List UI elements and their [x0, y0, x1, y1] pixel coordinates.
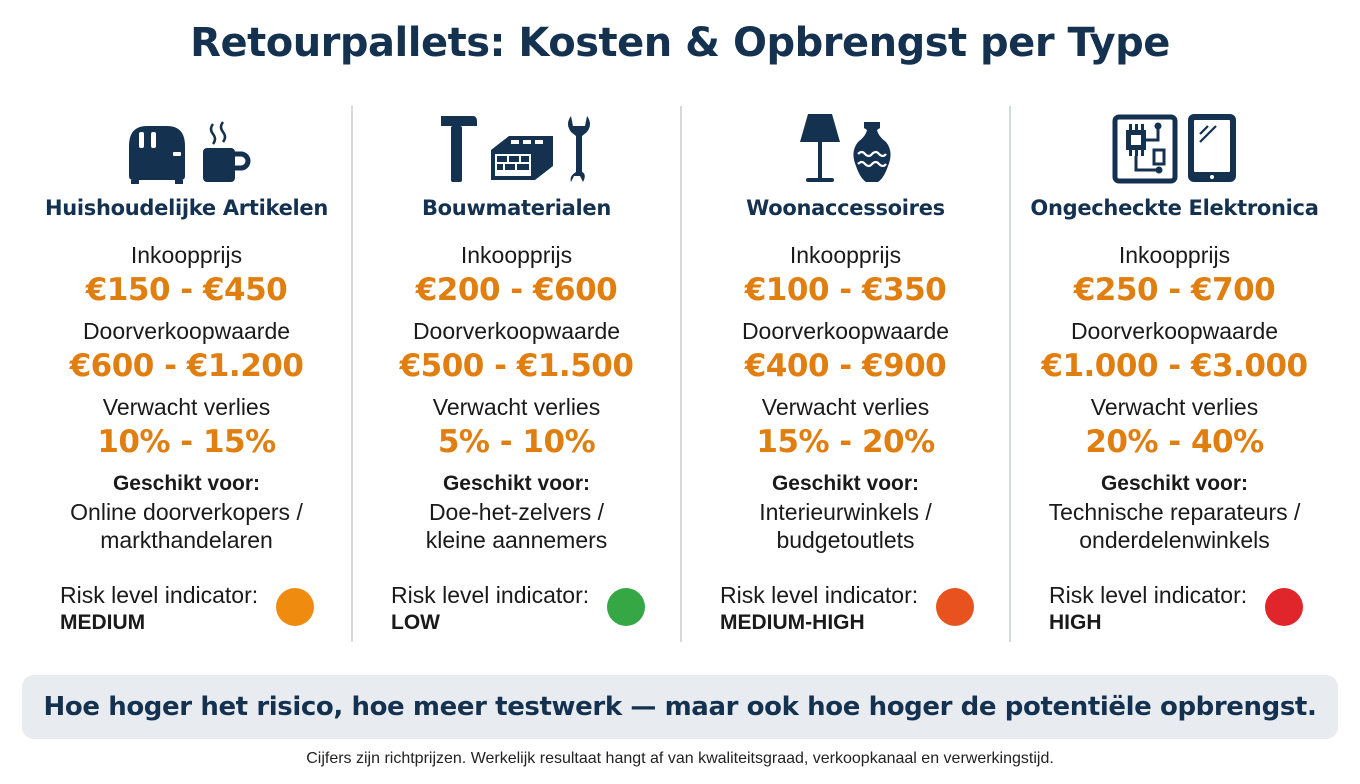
suitable-line-2: onderdelenwinkels	[1079, 527, 1270, 553]
suitable-heading: Geschikt voor:	[112, 472, 261, 495]
purchase-label: Inkoopprijs	[130, 242, 243, 268]
resale-value: €500 - €1.500	[399, 348, 634, 384]
suitable-line-1: Doe-het-zelvers /	[428, 499, 605, 525]
circuit-board-icon	[1112, 114, 1177, 184]
resale-label: Doorverkoopwaarde	[82, 318, 291, 344]
suitable-line-2: budgetoutlets	[776, 527, 915, 553]
suitable-line-1: Online doorverkopers /	[70, 499, 303, 525]
category-title: Woonaccessoires	[746, 196, 945, 220]
loss-label: Verwacht verlies	[432, 394, 601, 420]
risk-indicator-dot	[607, 588, 645, 626]
category-column-electronics: Ongecheckte Elektronica Inkoopprijs €250…	[1009, 106, 1338, 642]
suitable-line-2: kleine aannemers	[425, 527, 608, 553]
risk-indicator-dot	[936, 588, 974, 626]
risk-value: MEDIUM	[60, 611, 146, 634]
suitable-line-1: Interieurwinkels /	[759, 499, 932, 525]
loss-value: 5% - 10%	[437, 424, 596, 460]
page-title: Retourpallets: Kosten & Opbrengst per Ty…	[190, 20, 1170, 66]
risk-value: MEDIUM-HIGH	[720, 611, 865, 634]
brick-icon	[490, 136, 553, 180]
risk-value: LOW	[391, 611, 440, 634]
risk-indicator-dot	[276, 588, 314, 626]
category-column-building-materials: Bouwmaterialen Inkoopprijs €200 - €600 D…	[351, 106, 680, 642]
category-columns: Huishoudelijke Artikelen Inkoopprijs €15…	[22, 106, 1338, 642]
risk-label: Risk level indicator:	[720, 582, 919, 608]
mug-icon	[202, 121, 250, 182]
risk-label: Risk level indicator:	[60, 582, 259, 608]
tablet-icon	[1187, 114, 1236, 182]
loss-label: Verwacht verlies	[761, 394, 930, 420]
suitable-line-2: markthandelaren	[100, 527, 273, 553]
resale-label: Doorverkoopwaarde	[741, 318, 950, 344]
suitable-line-1: Technische reparateurs /	[1048, 499, 1301, 525]
hammer-icon	[440, 116, 477, 182]
risk-label: Risk level indicator:	[391, 582, 590, 608]
wrench-icon	[567, 116, 590, 182]
vase-icon	[852, 122, 891, 182]
purchase-value: €150 - €450	[85, 272, 288, 308]
risk-label: Risk level indicator:	[1049, 582, 1248, 608]
category-column-household: Huishoudelijke Artikelen Inkoopprijs €15…	[22, 106, 351, 642]
resale-label: Doorverkoopwaarde	[1070, 318, 1279, 344]
risk-value: HIGH	[1049, 611, 1102, 634]
footnote: Cijfers zijn richtprijzen. Werkelijk res…	[306, 750, 1054, 767]
resale-value: €1.000 - €3.000	[1041, 348, 1308, 384]
resale-label: Doorverkoopwaarde	[412, 318, 621, 344]
summary-banner: Hoe hoger het risico, hoe meer testwerk …	[22, 675, 1338, 739]
loss-value: 15% - 20%	[756, 424, 935, 460]
suitable-heading: Geschikt voor:	[771, 472, 920, 495]
category-icons	[353, 106, 680, 184]
purchase-label: Inkoopprijs	[789, 242, 902, 268]
risk-indicator-dot	[1265, 588, 1303, 626]
loss-label: Verwacht verlies	[102, 394, 271, 420]
category-column-home-accessories: Woonaccessoires Inkoopprijs €100 - €350 …	[680, 106, 1009, 642]
loss-value: 20% - 40%	[1085, 424, 1264, 460]
purchase-value: €100 - €350	[744, 272, 947, 308]
purchase-value: €200 - €600	[415, 272, 618, 308]
purchase-label: Inkoopprijs	[1118, 242, 1231, 268]
suitable-heading: Geschikt voor:	[1100, 472, 1249, 495]
category-icons	[22, 106, 351, 184]
category-title: Bouwmaterialen	[421, 196, 612, 220]
loss-value: 10% - 15%	[97, 424, 276, 460]
category-title: Ongecheckte Elektronica	[1030, 196, 1319, 220]
suitable-heading: Geschikt voor:	[442, 472, 591, 495]
toaster-icon	[128, 126, 185, 184]
category-title: Huishoudelijke Artikelen	[44, 196, 329, 220]
category-icons	[1011, 106, 1338, 184]
loss-label: Verwacht verlies	[1090, 394, 1259, 420]
resale-value: €600 - €1.200	[69, 348, 304, 384]
purchase-value: €250 - €700	[1073, 272, 1276, 308]
lamp-icon	[799, 114, 840, 182]
resale-value: €400 - €900	[744, 348, 947, 384]
banner-text: Hoe hoger het risico, hoe meer testwerk …	[43, 692, 1317, 722]
purchase-label: Inkoopprijs	[460, 242, 573, 268]
category-icons	[682, 106, 1009, 184]
